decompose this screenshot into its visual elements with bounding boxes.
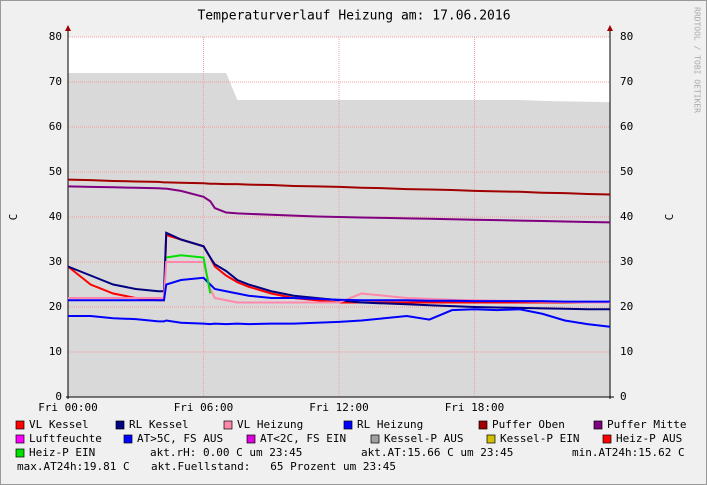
annotation: akt.AT:15.66 C um 23:45 <box>361 446 513 459</box>
legend-swatch <box>123 434 133 444</box>
annotation: akt.Fuellstand: 65 Prozent um 23:45 <box>151 460 396 473</box>
legend-label: RL Kessel <box>129 418 189 431</box>
legend-swatch <box>486 434 496 444</box>
y2-tick-label: 60 <box>620 120 633 133</box>
y-tick-label: 70 <box>49 75 62 88</box>
y-tick-label: 30 <box>49 255 62 268</box>
legend-label: Heiz-P EIN <box>29 446 95 459</box>
y2-tick-label: 40 <box>620 210 633 223</box>
legend-label: VL Kessel <box>29 418 89 431</box>
legend-swatch <box>478 420 488 430</box>
legend-swatch <box>593 420 603 430</box>
legend-label: Kessel-P AUS <box>384 432 463 445</box>
legend-label: Heiz-P AUS <box>616 432 682 445</box>
line <box>68 308 611 328</box>
legend-swatch <box>602 434 612 444</box>
y-tick-label: 50 <box>49 165 62 178</box>
y2-tick-label: 50 <box>620 165 633 178</box>
legend-swatch <box>15 420 25 430</box>
chart-title: Temperaturverlauf Heizung am: 17.06.2016 <box>197 9 510 24</box>
legend-label: Puffer Mitte <box>607 418 686 431</box>
x-tick-label: Fri 12:00 <box>309 401 369 414</box>
line <box>67 178 611 196</box>
y2-tick-label: 70 <box>620 75 633 88</box>
line <box>166 254 212 294</box>
legend-label: Puffer Oben <box>492 418 565 431</box>
legend-label: VL Heizung <box>237 418 303 431</box>
axis-arrow <box>65 25 71 31</box>
y-tick-label: 80 <box>49 30 62 43</box>
legend-label: RL Heizung <box>357 418 423 431</box>
watermark: RRDTOOL / TOBI OETIKER <box>693 7 702 113</box>
x-tick-label: Fri 00:00 <box>38 401 98 414</box>
y2-tick-label: 80 <box>620 30 633 43</box>
legend-swatch <box>370 434 380 444</box>
y2-tick-label: 0 <box>620 390 627 403</box>
y-tick-label: 60 <box>49 120 62 133</box>
legend-label: AT>5C, FS AUS <box>137 432 223 445</box>
legend-swatch <box>15 434 25 444</box>
x-tick-label: Fri 06:00 <box>174 401 234 414</box>
line <box>67 231 610 311</box>
y2-tick-label: 10 <box>620 345 633 358</box>
legend-swatch <box>115 420 125 430</box>
legend-label: Kessel-P EIN <box>500 432 579 445</box>
legend-swatch <box>15 448 25 458</box>
x-tick-label: Fri 18:00 <box>445 401 505 414</box>
legend-swatch <box>223 420 233 430</box>
annotation: max.AT24h:19.81 C <box>17 460 130 473</box>
legend-label: AT<2C, FS EIN <box>260 432 346 445</box>
annotation: min.AT24h:15.62 C <box>572 446 685 459</box>
legend-swatch <box>343 420 353 430</box>
y2-axis-label: C <box>663 214 676 221</box>
y-tick-label: 40 <box>49 210 62 223</box>
line <box>67 185 611 224</box>
y-tick-label: 20 <box>49 300 62 313</box>
legend-label: Luftfeuchte <box>29 432 102 445</box>
legend-swatch <box>246 434 256 444</box>
y-axis-label: C <box>7 214 20 221</box>
y2-tick-label: 30 <box>620 255 633 268</box>
y2-tick-label: 20 <box>620 300 633 313</box>
y-tick-label: 10 <box>49 345 62 358</box>
axis-arrow <box>607 25 613 31</box>
line <box>68 276 610 303</box>
y-tick-label: 0 <box>55 390 62 403</box>
annotation: akt.rH: 0.00 C um 23:45 <box>150 446 302 459</box>
